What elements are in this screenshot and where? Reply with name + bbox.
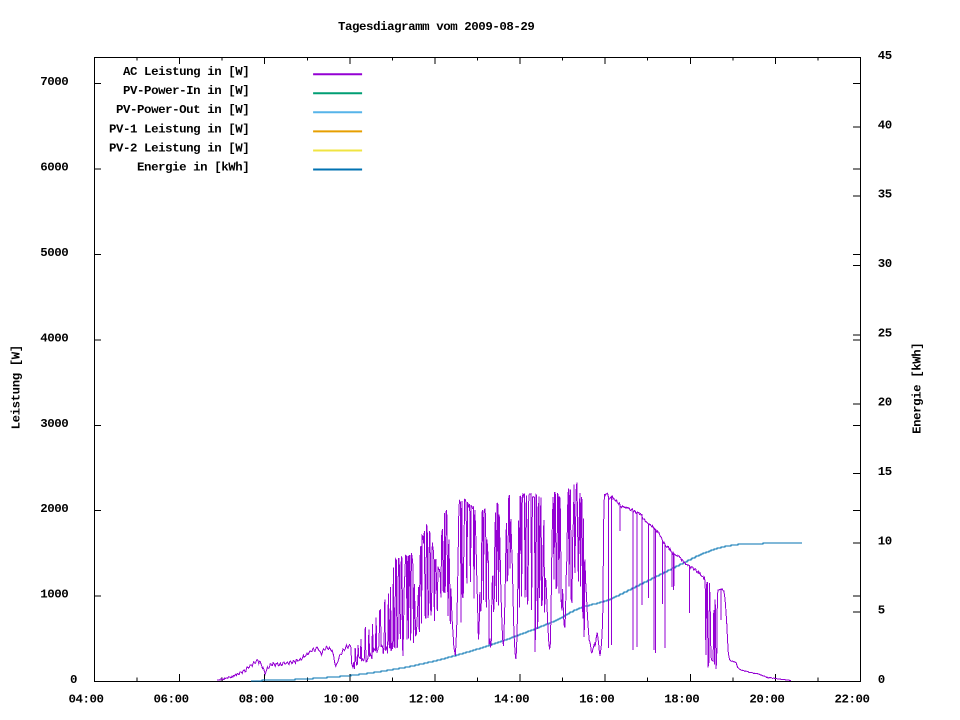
svg-text:PV-2 Leistung in [W]: PV-2 Leistung in [W] (109, 141, 249, 155)
svg-text:30: 30 (878, 257, 892, 271)
svg-text:12:00: 12:00 (409, 692, 444, 706)
svg-text:08:00: 08:00 (239, 692, 274, 706)
svg-text:10:00: 10:00 (324, 692, 359, 706)
svg-text:Energie in [kWh]: Energie in [kWh] (137, 160, 249, 174)
svg-text:PV-Power-In in [W]: PV-Power-In in [W] (123, 84, 249, 98)
svg-text:Tagesdiagramm vom 2009-08-29: Tagesdiagramm vom 2009-08-29 (338, 20, 534, 34)
svg-text:45: 45 (878, 49, 892, 63)
svg-text:1000: 1000 (40, 588, 68, 602)
svg-text:16:00: 16:00 (579, 692, 614, 706)
svg-text:6000: 6000 (40, 161, 68, 175)
svg-text:35: 35 (878, 188, 892, 202)
svg-text:3000: 3000 (40, 417, 68, 431)
svg-text:04:00: 04:00 (68, 692, 103, 706)
svg-text:PV-1 Leistung in [W]: PV-1 Leistung in [W] (109, 122, 249, 136)
svg-text:4000: 4000 (40, 331, 68, 345)
svg-text:20:00: 20:00 (749, 692, 784, 706)
svg-text:2000: 2000 (40, 502, 68, 516)
svg-text:7000: 7000 (40, 75, 68, 89)
svg-text:20: 20 (878, 396, 892, 410)
svg-text:15: 15 (878, 465, 892, 479)
svg-text:Energie [kWh]: Energie [kWh] (911, 343, 925, 434)
svg-text:10: 10 (878, 534, 892, 548)
svg-text:Leistung [W]: Leistung [W] (10, 345, 24, 429)
svg-text:14:00: 14:00 (494, 692, 529, 706)
svg-text:PV-Power-Out in [W]: PV-Power-Out in [W] (116, 103, 249, 117)
svg-text:18:00: 18:00 (664, 692, 699, 706)
svg-text:5: 5 (878, 604, 885, 618)
svg-text:AC Leistung in [W]: AC Leistung in [W] (123, 65, 249, 79)
svg-text:06:00: 06:00 (154, 692, 189, 706)
svg-text:22:00: 22:00 (834, 692, 869, 706)
svg-text:25: 25 (878, 326, 892, 340)
svg-text:0: 0 (70, 673, 77, 687)
svg-text:5000: 5000 (40, 246, 68, 260)
svg-text:40: 40 (878, 118, 892, 132)
svg-text:0: 0 (878, 673, 885, 687)
